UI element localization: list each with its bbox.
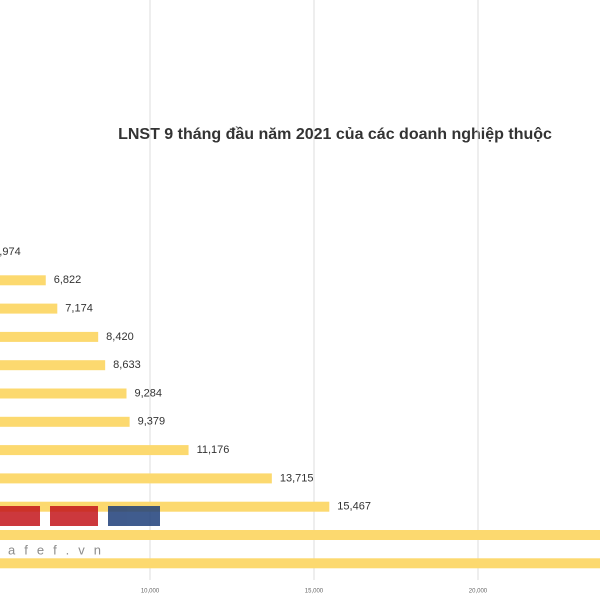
data-label: 9,379 — [138, 416, 166, 428]
logo-red — [0, 506, 40, 526]
logo-red — [50, 506, 98, 526]
x-tick-label: 10,000 — [141, 589, 160, 595]
data-label: 8,633 — [113, 359, 141, 371]
data-label: 11,176 — [197, 444, 230, 456]
chart-title: LNST 9 tháng đầu năm 2021 của các doanh … — [118, 126, 552, 143]
data-label: 13,715 — [280, 472, 314, 484]
data-label: 9,284 — [135, 387, 163, 399]
bar — [0, 360, 106, 371]
watermark: afef.vn — [0, 506, 160, 557]
x-tick-label: 20,000 — [469, 589, 488, 595]
data-label: 15,467 — [337, 501, 371, 513]
bar — [0, 473, 272, 484]
bar — [0, 501, 330, 512]
logo-blue — [108, 506, 160, 526]
data-label: 8,420 — [106, 331, 134, 343]
watermark-text: afef.vn — [8, 542, 110, 557]
bar — [0, 331, 99, 342]
data-label: 4,974 — [0, 246, 21, 258]
bar — [0, 416, 130, 427]
data-label: 7,174 — [65, 303, 93, 315]
bar — [0, 558, 600, 569]
bar — [0, 303, 58, 314]
bar — [0, 530, 600, 540]
data-label: 6,822 — [54, 274, 82, 286]
bar — [0, 388, 127, 399]
x-tick-label: 15,000 — [305, 589, 324, 595]
bar — [0, 275, 46, 286]
bar — [0, 445, 189, 456]
